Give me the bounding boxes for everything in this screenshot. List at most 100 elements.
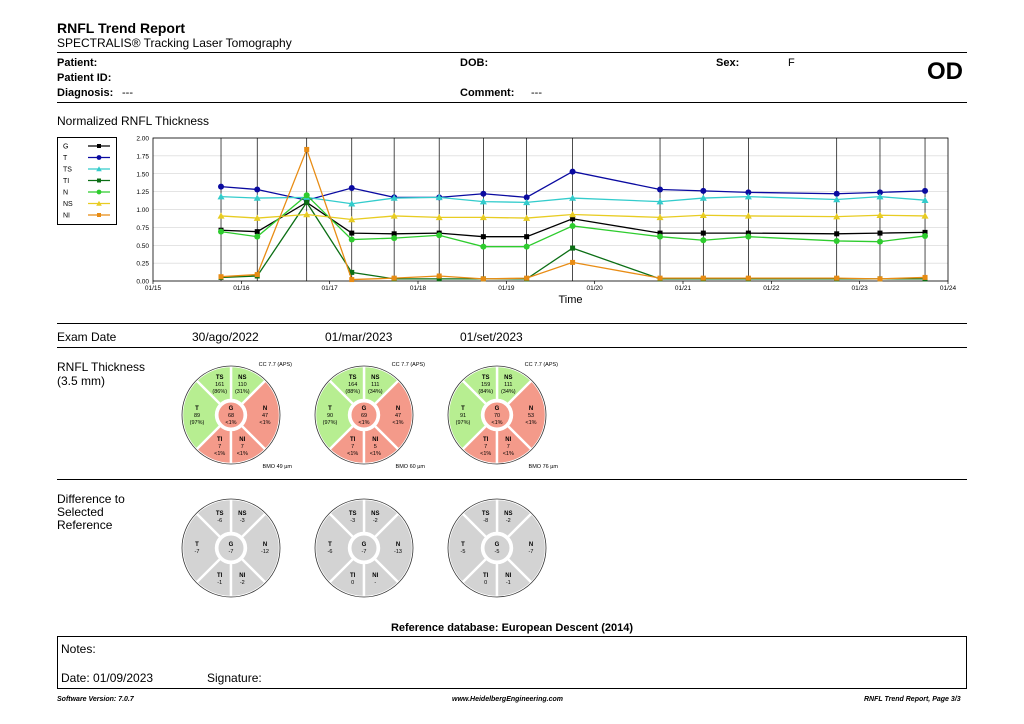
data-point-ti bbox=[570, 245, 576, 251]
data-point-ni bbox=[304, 146, 310, 152]
patient-label: Patient: bbox=[57, 57, 98, 69]
data-point-ni bbox=[436, 273, 442, 279]
sector-text-t: T bbox=[195, 542, 199, 548]
y-tick-label: 0.50 bbox=[136, 243, 149, 250]
legend-marker bbox=[96, 155, 102, 160]
data-point-g bbox=[480, 234, 486, 240]
data-point-ni bbox=[218, 274, 224, 280]
sector-text-ns: -2 bbox=[373, 518, 378, 524]
legend-marker bbox=[97, 213, 101, 217]
legend-marker bbox=[96, 166, 102, 172]
dob-label: DOB: bbox=[460, 57, 489, 69]
sector-text-t: T bbox=[461, 406, 465, 412]
comment-value: --- bbox=[531, 87, 542, 99]
sector-text-t: T bbox=[195, 406, 199, 412]
sector-text-g: G bbox=[495, 542, 500, 548]
sector-g bbox=[482, 400, 512, 430]
legend-key: N bbox=[63, 190, 68, 197]
sector-text-t: T bbox=[328, 542, 332, 548]
data-point-ts bbox=[523, 198, 531, 206]
sector-text-ni: - bbox=[374, 580, 376, 586]
wheel-outline bbox=[447, 498, 547, 598]
sector-text-ti: 7 bbox=[351, 444, 354, 450]
data-point-n bbox=[523, 243, 530, 250]
difference-label-2: Selected bbox=[57, 505, 104, 519]
data-point-ts bbox=[253, 194, 261, 201]
data-point-ns bbox=[348, 216, 356, 223]
data-point-ns bbox=[876, 211, 884, 218]
legend-key: NI bbox=[63, 213, 70, 220]
data-point-n bbox=[569, 222, 576, 229]
data-point-ns bbox=[303, 211, 311, 218]
data-point-g bbox=[700, 230, 706, 236]
sector-text-n: -13 bbox=[394, 549, 402, 555]
sector-text-ns: (34%) bbox=[501, 389, 516, 395]
data-point-ns bbox=[479, 213, 487, 221]
legend-key: G bbox=[63, 144, 68, 151]
divider bbox=[57, 52, 967, 53]
sector-text-ni: NI bbox=[239, 437, 245, 443]
sector-text-g: G bbox=[362, 406, 367, 412]
sector-text-t: (97%) bbox=[190, 420, 205, 426]
notes-date: Date: 01/09/2023 bbox=[61, 671, 154, 685]
sex-label: Sex: bbox=[716, 57, 740, 69]
chart-series bbox=[217, 146, 929, 283]
rnfl-sector-wheel: NS111(34%)TS159(84%)T91(97%)TI7<1%NI7<1%… bbox=[446, 362, 558, 470]
sector-text-n: N bbox=[396, 542, 400, 548]
data-point-ns bbox=[921, 212, 929, 219]
sector-text-n: <1% bbox=[259, 420, 270, 426]
sector-text-ni: -1 bbox=[506, 580, 511, 586]
sector-text-ti: 7 bbox=[484, 444, 487, 450]
wheel-outline bbox=[314, 365, 414, 465]
sector-g bbox=[349, 533, 379, 563]
sector-text-n: 47 bbox=[395, 413, 401, 419]
data-point-t bbox=[218, 183, 225, 190]
sector-text-g: -7 bbox=[229, 549, 234, 555]
data-point-g bbox=[834, 231, 840, 237]
sector-text-ti: TI bbox=[350, 437, 356, 443]
notes-label: Notes: bbox=[61, 642, 96, 656]
data-point-t bbox=[480, 190, 487, 197]
difference-sector-wheel: NS-2 TS-3 T-6 TI0 NI- N-13 G-7 bbox=[313, 497, 415, 599]
sector-text-ns: 111 bbox=[504, 382, 512, 388]
data-point-t bbox=[569, 168, 576, 175]
x-tick-label: 01/18 bbox=[410, 285, 427, 292]
y-tick-label: 2.00 bbox=[136, 136, 149, 143]
legend-key: TI bbox=[63, 178, 69, 185]
data-point-ts bbox=[479, 198, 487, 205]
wheel-outline bbox=[447, 365, 547, 465]
sector-text-n: N bbox=[529, 406, 533, 412]
legend-marker bbox=[97, 178, 101, 183]
x-tick-label: 01/22 bbox=[763, 285, 780, 292]
x-tick-label: 01/19 bbox=[498, 285, 515, 292]
data-point-ts bbox=[390, 194, 398, 201]
website-url: www.HeidelbergEngineering.com bbox=[452, 696, 563, 703]
plot-frame bbox=[152, 137, 949, 282]
sector-text-t: T bbox=[328, 406, 332, 412]
sector-text-n: N bbox=[263, 542, 267, 548]
difference-sector-wheel: NS-3TS-6T-7TI-1NI-2N-12G-7 bbox=[180, 497, 282, 599]
sector-text-ti: TI bbox=[483, 573, 489, 579]
data-point-t bbox=[922, 187, 929, 194]
sector-text-ti: <1% bbox=[347, 451, 358, 457]
data-point-ns bbox=[833, 213, 841, 220]
reference-database: Reference database: European Descent (20… bbox=[390, 622, 634, 634]
sector-text-t: -5 bbox=[461, 549, 466, 555]
data-point-ns bbox=[569, 211, 577, 218]
data-point-ts bbox=[217, 193, 225, 200]
sector-text-ni: <1% bbox=[237, 451, 248, 457]
software-version: Software Version: 7.0.7 bbox=[57, 696, 134, 703]
sector-text-ts: (86%) bbox=[212, 389, 227, 395]
sector-text-n: N bbox=[529, 542, 533, 548]
sector-g bbox=[349, 400, 379, 430]
chart-labels: 0.00 0.25 0.50 0.75 1.00 1.25 1.50 1.75 2.00 01/1… bbox=[136, 136, 956, 307]
sector-text-ni: NI bbox=[372, 437, 378, 443]
sector-text-n: <1% bbox=[392, 420, 403, 426]
legend-key: TS bbox=[63, 167, 72, 174]
sector-text-t: 90 bbox=[327, 413, 333, 419]
data-point-ts bbox=[921, 196, 929, 203]
data-point-ns bbox=[699, 211, 707, 218]
sector-text-t: -7 bbox=[195, 549, 200, 555]
sector-text-ts: 161 bbox=[215, 382, 224, 388]
sector-text-g: G bbox=[495, 406, 500, 412]
